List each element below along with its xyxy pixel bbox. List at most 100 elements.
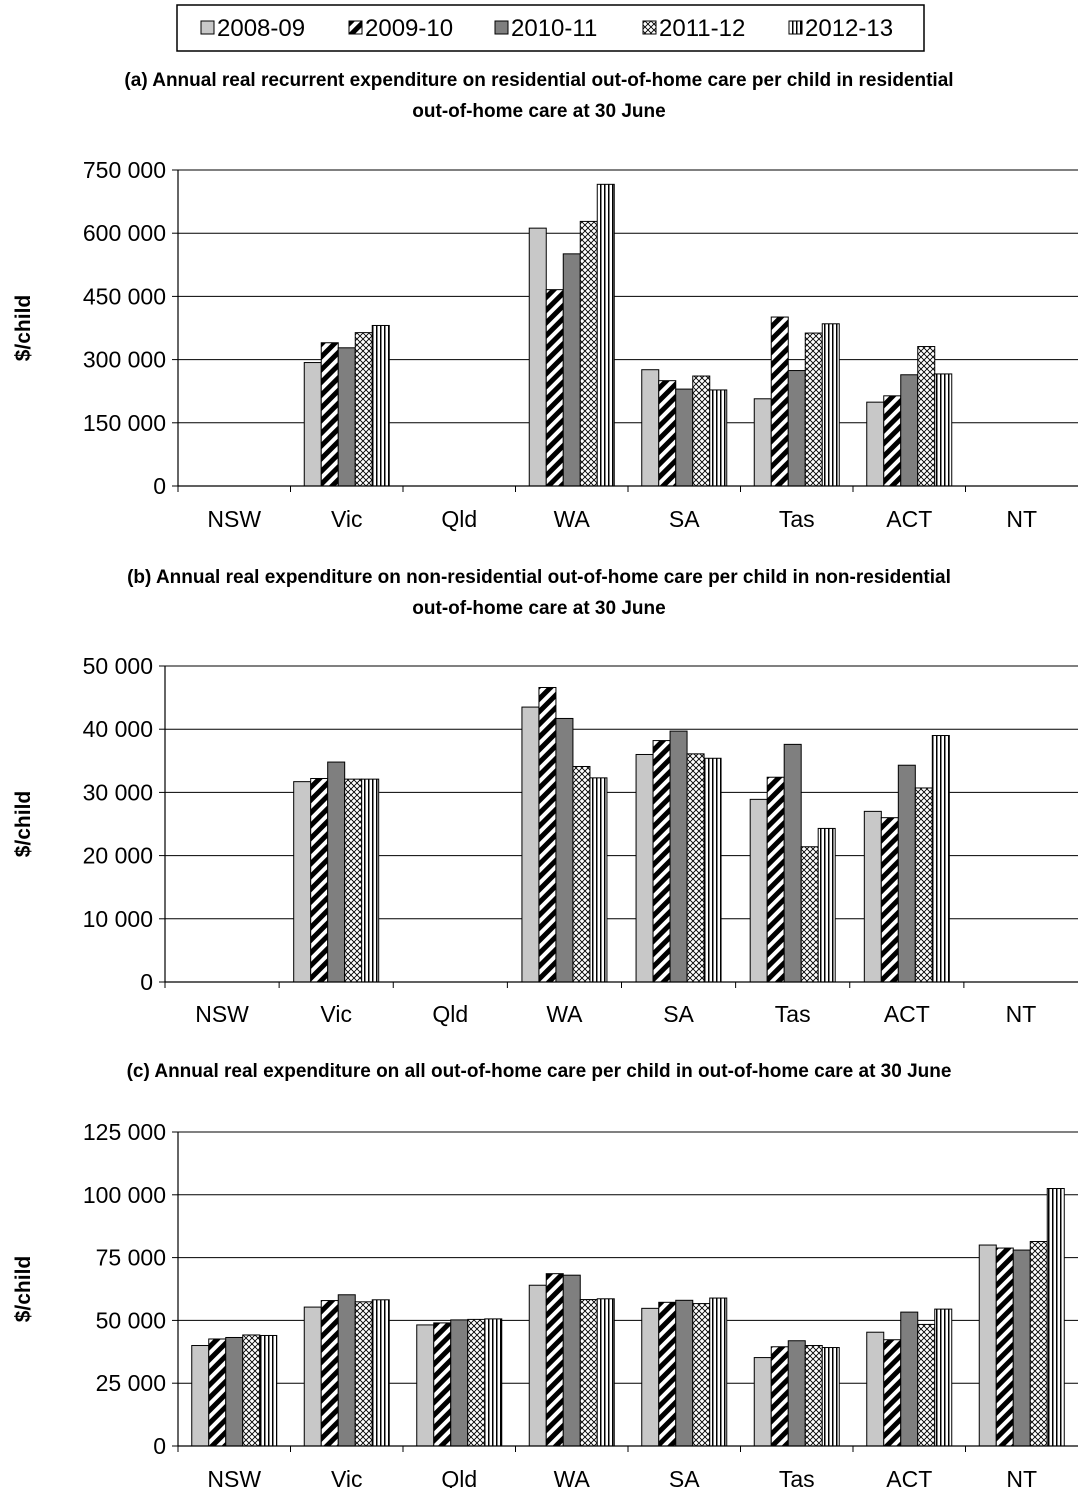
- x-tick-label: NT: [1006, 506, 1037, 532]
- bar: [371, 1299, 390, 1447]
- y-axis-title: $/child: [12, 791, 35, 858]
- bar: [703, 757, 722, 983]
- x-tick-label: Vic: [320, 1001, 352, 1027]
- x-tick-label: Qld: [441, 506, 477, 532]
- bar: [320, 1300, 339, 1447]
- bar: [579, 220, 598, 487]
- x-tick-label: NSW: [207, 1466, 261, 1488]
- x-tick-label: ACT: [886, 1466, 932, 1488]
- legend-swatch: [494, 20, 509, 35]
- bar: [880, 817, 899, 983]
- legend-label: 2010-11: [511, 15, 597, 42]
- bar: [562, 253, 581, 487]
- y-tick-label: 600 000: [83, 220, 166, 246]
- chart-title: (c) Annual real expenditure on all out-o…: [127, 1061, 952, 1082]
- bar: [450, 1319, 469, 1447]
- bar: [579, 1299, 598, 1447]
- bar: [555, 717, 574, 983]
- x-tick-label: SA: [669, 1466, 700, 1488]
- bar: [259, 1334, 278, 1447]
- legend-item: 2008-09: [200, 15, 305, 42]
- bar: [675, 388, 694, 487]
- bar: [596, 1298, 615, 1447]
- bar: [310, 777, 329, 983]
- bar: [545, 289, 564, 487]
- bar: [545, 1273, 564, 1447]
- bar: [821, 323, 840, 487]
- bar: [562, 1274, 581, 1447]
- bar: [787, 370, 806, 487]
- bar: [749, 798, 768, 983]
- x-tick-label: Qld: [441, 1466, 477, 1488]
- bar: [978, 1244, 997, 1447]
- bar: [897, 764, 916, 983]
- legend-swatch: [200, 20, 215, 35]
- bar: [361, 778, 380, 983]
- bar: [433, 1322, 452, 1447]
- y-tick-label: 10 000: [83, 906, 153, 932]
- chart-title: out-of-home care at 30 June: [412, 101, 665, 122]
- y-tick-label: 30 000: [83, 779, 153, 805]
- bar: [995, 1247, 1014, 1447]
- bar: [652, 740, 671, 983]
- bar: [354, 332, 373, 487]
- bar: [293, 781, 312, 983]
- y-tick-label: 75 000: [96, 1245, 166, 1271]
- bar: [354, 1301, 373, 1447]
- bar: [337, 347, 356, 487]
- legend: 2008-09 2009-10 2010-11 2011-12 2012-13: [176, 4, 925, 52]
- y-tick-label: 0: [153, 1433, 166, 1459]
- y-axis-title: $/child: [12, 1256, 35, 1323]
- x-tick-label: ACT: [886, 506, 932, 532]
- x-tick-label: Tas: [779, 1466, 815, 1488]
- legend-item: 2010-11: [494, 15, 597, 42]
- bar: [883, 1339, 902, 1447]
- legend-swatch: [788, 20, 803, 35]
- bar: [692, 375, 711, 487]
- bar: [686, 753, 705, 983]
- bar: [528, 227, 547, 487]
- bar: [589, 777, 608, 983]
- y-tick-label: 50 000: [83, 653, 153, 679]
- bar: [863, 810, 882, 983]
- bar: [709, 1297, 728, 1447]
- x-tick-label: NSW: [207, 506, 261, 532]
- y-tick-label: 25 000: [96, 1370, 166, 1396]
- bar: [371, 324, 390, 487]
- bar: [521, 706, 540, 983]
- bar: [675, 1299, 694, 1447]
- y-tick-label: 750 000: [83, 157, 166, 183]
- y-tick-label: 450 000: [83, 283, 166, 309]
- bar: [783, 743, 802, 983]
- bar: [1046, 1188, 1065, 1447]
- x-tick-label: SA: [663, 1001, 694, 1027]
- y-tick-label: 125 000: [83, 1119, 166, 1145]
- chart-title: out-of-home care at 30 June: [412, 598, 665, 619]
- bar: [917, 1323, 936, 1447]
- bar: [804, 1345, 823, 1447]
- bar: [669, 730, 688, 983]
- bar: [934, 373, 953, 487]
- bar: [641, 1307, 660, 1447]
- bar: [804, 332, 823, 487]
- bar: [800, 846, 819, 983]
- bar: [821, 1347, 840, 1447]
- x-tick-label: Tas: [775, 1001, 811, 1027]
- legend-item: 2011-12: [642, 15, 745, 42]
- bar: [900, 374, 919, 487]
- bar: [596, 183, 615, 487]
- x-tick-label: NT: [1006, 1001, 1037, 1027]
- y-axis-title: $/child: [12, 295, 35, 362]
- bar: [766, 776, 785, 983]
- bar: [1012, 1249, 1031, 1447]
- bar: [934, 1308, 953, 1447]
- y-tick-label: 20 000: [83, 843, 153, 869]
- bar: [770, 316, 789, 487]
- bar: [917, 346, 936, 487]
- bar: [303, 362, 322, 487]
- chart-panel: (c) Annual real expenditure on all out-o…: [12, 1061, 1078, 1488]
- legend-label: 2011-12: [659, 15, 745, 42]
- y-tick-label: 300 000: [83, 347, 166, 373]
- bar: [753, 1357, 772, 1447]
